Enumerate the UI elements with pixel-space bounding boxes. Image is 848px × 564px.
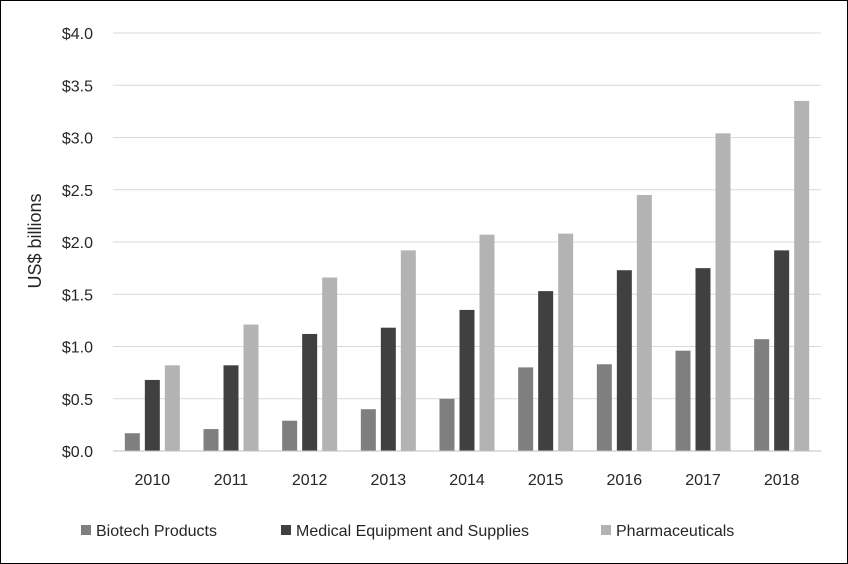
bar-pharmaceuticals-2010 [164,365,180,451]
y-axis-ticks: $0.0 $0.5 $1.0 $1.5 $2.0 $2.5 $3.0 $3.5 $4.0 [62,26,93,461]
bar-pharmaceuticals-2012 [322,277,338,451]
y-tick-label: $4.0 [62,26,93,43]
bar-biotech-products-2015 [518,367,534,451]
y-tick-label: $0.5 [62,392,93,409]
legend-swatch [81,525,91,535]
bar-biotech-products-2018 [754,339,770,451]
legend-item: Pharmaceuticals [601,523,734,540]
bar-medical-equipment-and-supplies-2015 [538,291,554,451]
x-tick-label: 2017 [685,472,721,489]
bar-medical-equipment-and-supplies-2014 [459,309,475,451]
bar-biotech-products-2010 [124,433,140,451]
bar-pharmaceuticals-2013 [400,250,416,451]
legend-label: Biotech Products [96,523,217,540]
x-tick-label: 2018 [764,472,800,489]
legend: Biotech Products Medical Equipment and Su… [81,523,734,540]
bar-pharmaceuticals-2015 [558,233,574,451]
bar-pharmaceuticals-2018 [794,100,810,452]
bar-biotech-products-2014 [439,398,455,451]
legend-swatch [281,525,291,535]
bar-pharmaceuticals-2016 [636,194,652,451]
legend-label: Medical Equipment and Supplies [296,523,529,540]
bar-biotech-products-2011 [203,429,219,451]
bars [124,100,810,452]
x-tick-label: 2011 [214,472,249,489]
y-tick-label: $1.0 [62,340,93,357]
bar-pharmaceuticals-2017 [715,133,731,451]
y-tick-label: $3.5 [62,78,93,95]
legend-label: Pharmaceuticals [616,523,734,540]
bar-medical-equipment-and-supplies-2017 [695,268,711,451]
x-tick-label: 2012 [292,472,328,489]
bar-medical-equipment-and-supplies-2016 [616,270,632,451]
bar-medical-equipment-and-supplies-2013 [380,327,396,451]
x-tick-label: 2014 [449,472,485,489]
x-tick-label: 2010 [135,472,171,489]
bar-medical-equipment-and-supplies-2010 [144,379,160,451]
bar-biotech-products-2016 [596,364,612,451]
bar-medical-equipment-and-supplies-2018 [774,250,790,451]
x-tick-label: 2016 [607,472,643,489]
legend-item: Biotech Products [81,523,217,540]
gridlines [113,32,821,400]
bar-biotech-products-2012 [282,420,298,451]
bar-pharmaceuticals-2014 [479,234,495,451]
x-tick-label: 2013 [371,472,407,489]
y-axis-label: US$ billions [25,193,45,288]
y-tick-label: $0.0 [62,444,93,461]
bar-pharmaceuticals-2011 [243,324,259,451]
legend-swatch [601,525,611,535]
y-tick-label: $2.5 [62,183,93,200]
bar-medical-equipment-and-supplies-2011 [223,365,239,451]
bar-biotech-products-2013 [360,409,376,451]
x-tick-label: 2015 [528,472,564,489]
x-axis-ticks: 2010 2011 2012 2013 2014 2015 2016 2017 2018 [135,472,800,489]
legend-item: Medical Equipment and Supplies [281,523,529,540]
y-tick-label: $3.0 [62,131,93,148]
bar-medical-equipment-and-supplies-2012 [302,333,318,451]
y-tick-label: $1.5 [62,287,93,304]
bar-biotech-products-2017 [675,350,691,451]
y-tick-label: $2.0 [62,235,93,252]
